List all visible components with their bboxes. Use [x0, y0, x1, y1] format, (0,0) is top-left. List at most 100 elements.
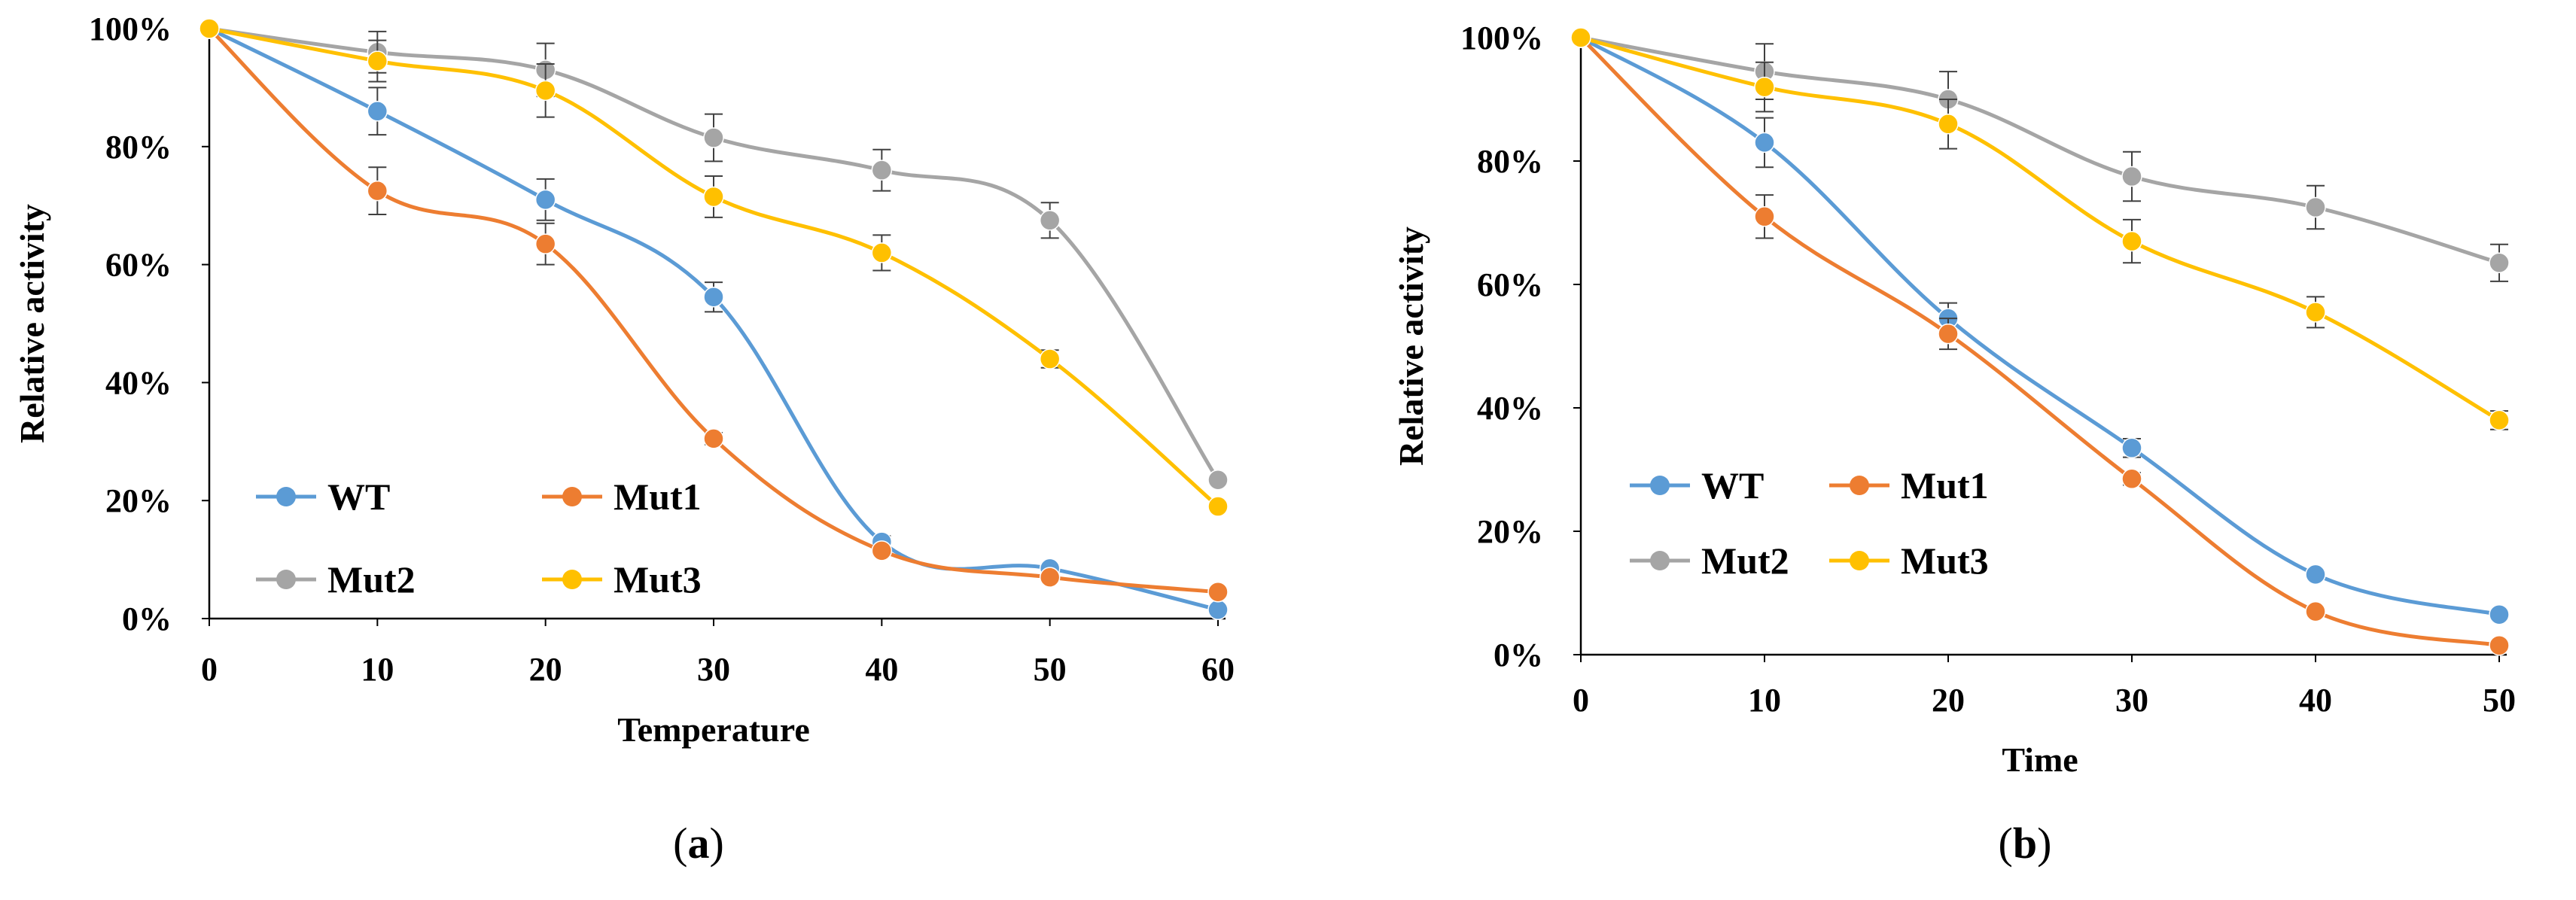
data-point — [871, 242, 893, 263]
x-tick-label: 50 — [1034, 651, 1067, 688]
x-tick-label: 20 — [1932, 682, 1965, 719]
y-tick-label: 60% — [1477, 266, 1543, 303]
data-point — [2305, 196, 2326, 218]
x-axis-title: Temperature — [617, 710, 810, 749]
x-tick-label: 10 — [1748, 682, 1781, 719]
data-point — [367, 50, 388, 71]
series-wt — [1570, 27, 2510, 625]
y-tick-label: 0% — [1494, 637, 1543, 673]
legend-swatch-marker — [1650, 476, 1670, 495]
data-point — [2489, 409, 2510, 431]
legend-item-mut1: Mut1 — [542, 476, 702, 518]
data-point — [2305, 302, 2326, 323]
data-point — [703, 428, 724, 449]
panel-label-close: ) — [2037, 819, 2051, 868]
panel-label-letter: b — [2013, 819, 2037, 868]
x-tick-label: 10 — [361, 651, 394, 688]
data-point — [367, 180, 388, 202]
y-tick-label: 80% — [105, 129, 172, 166]
legend-label: WT — [1701, 464, 1764, 506]
data-point — [2305, 564, 2326, 585]
x-tick-label: 50 — [2483, 682, 2516, 719]
panel-label-close: ) — [710, 819, 724, 868]
legend-item-mut1: Mut1 — [1829, 464, 1989, 506]
data-point — [534, 233, 556, 254]
series-mut1 — [199, 18, 1229, 603]
data-point — [871, 160, 893, 181]
legend-label: Mut3 — [614, 558, 702, 601]
series-wt — [199, 18, 1229, 620]
legend-item-wt: WT — [1630, 464, 1764, 506]
data-point — [703, 286, 724, 308]
legend-item-mut2: Mut2 — [1630, 540, 1789, 582]
data-point — [1207, 581, 1229, 603]
chart-panel-b: 0% 20% 40% 60% 80% 100% 0 10 20 30 40 50 Time Relativ… — [1392, 20, 2516, 868]
data-point — [703, 127, 724, 148]
legend-label: Mut1 — [614, 476, 702, 518]
x-tick-label: 20 — [529, 651, 562, 688]
y-tick-label: 20% — [1477, 513, 1543, 550]
data-point — [2489, 252, 2510, 274]
data-point — [199, 18, 220, 39]
data-point — [871, 540, 893, 561]
series-line — [1579, 35, 2501, 617]
legend-swatch-marker — [1650, 551, 1670, 570]
series-line — [207, 26, 1220, 482]
data-point — [1938, 323, 1959, 345]
x-tick-label: 0 — [1573, 682, 1589, 719]
legend-swatch-marker — [276, 570, 296, 589]
data-point — [2121, 230, 2142, 252]
series-mut3 — [1570, 27, 2510, 431]
data-point — [2121, 437, 2142, 459]
x-tick-label: 40 — [2299, 682, 2332, 719]
x-tick-label: 30 — [697, 651, 730, 688]
chart-panel-a: 0% 20% 40% 60% 80% 100% 0 10 20 30 40 50 60 Temperatu… — [13, 11, 1235, 868]
x-tick-label: 0 — [201, 651, 218, 688]
data-point — [2305, 601, 2326, 622]
y-tick-label: 80% — [1477, 143, 1543, 180]
panel-label: (a) — [673, 819, 724, 868]
series-line — [1579, 35, 2501, 265]
legend-item-mut3: Mut3 — [1829, 540, 1989, 582]
data-point — [534, 189, 556, 211]
series-mut3 — [199, 18, 1229, 517]
legend-label: Mut2 — [1701, 540, 1789, 582]
y-tick-label: 60% — [105, 247, 172, 284]
data-point — [1754, 76, 1775, 98]
legend-swatch-marker — [562, 570, 582, 589]
x-axis-title: Time — [2002, 740, 2078, 779]
data-point — [367, 101, 388, 122]
data-point — [1207, 470, 1229, 491]
panel-label-letter: a — [688, 819, 710, 868]
y-tick-label: 20% — [105, 482, 172, 519]
x-tick-label: 60 — [1201, 651, 1235, 688]
legend-swatch-marker — [276, 487, 296, 506]
data-point — [703, 186, 724, 208]
legend-label: WT — [327, 476, 390, 518]
data-point — [2121, 468, 2142, 490]
y-axis-title: Relative activity — [13, 204, 51, 443]
legend-swatch-marker — [1850, 551, 1869, 570]
y-axis-title: Relative activity — [1392, 227, 1430, 466]
series-mut2 — [1570, 27, 2510, 282]
legend-item-wt: WT — [256, 476, 390, 518]
legend-swatch-marker — [562, 487, 582, 506]
legend-swatch-marker — [1850, 476, 1869, 495]
data-point — [1754, 206, 1775, 227]
data-point — [1207, 496, 1229, 517]
series-line — [1579, 35, 2501, 422]
legend-item-mut3: Mut3 — [542, 558, 702, 601]
data-point — [534, 80, 556, 102]
data-point — [1938, 114, 1959, 135]
y-tick-label: 40% — [1477, 390, 1543, 427]
legend-label: Mut3 — [1901, 540, 1989, 582]
y-tick-label: 100% — [1460, 20, 1543, 56]
y-tick-label: 0% — [122, 601, 172, 637]
data-point — [1207, 599, 1229, 620]
data-point — [1039, 567, 1061, 588]
panel-label: (b) — [1999, 819, 2052, 868]
panel-label-open: ( — [673, 819, 687, 868]
y-tick-label: 100% — [89, 11, 172, 47]
series-mut1 — [1570, 27, 2510, 656]
